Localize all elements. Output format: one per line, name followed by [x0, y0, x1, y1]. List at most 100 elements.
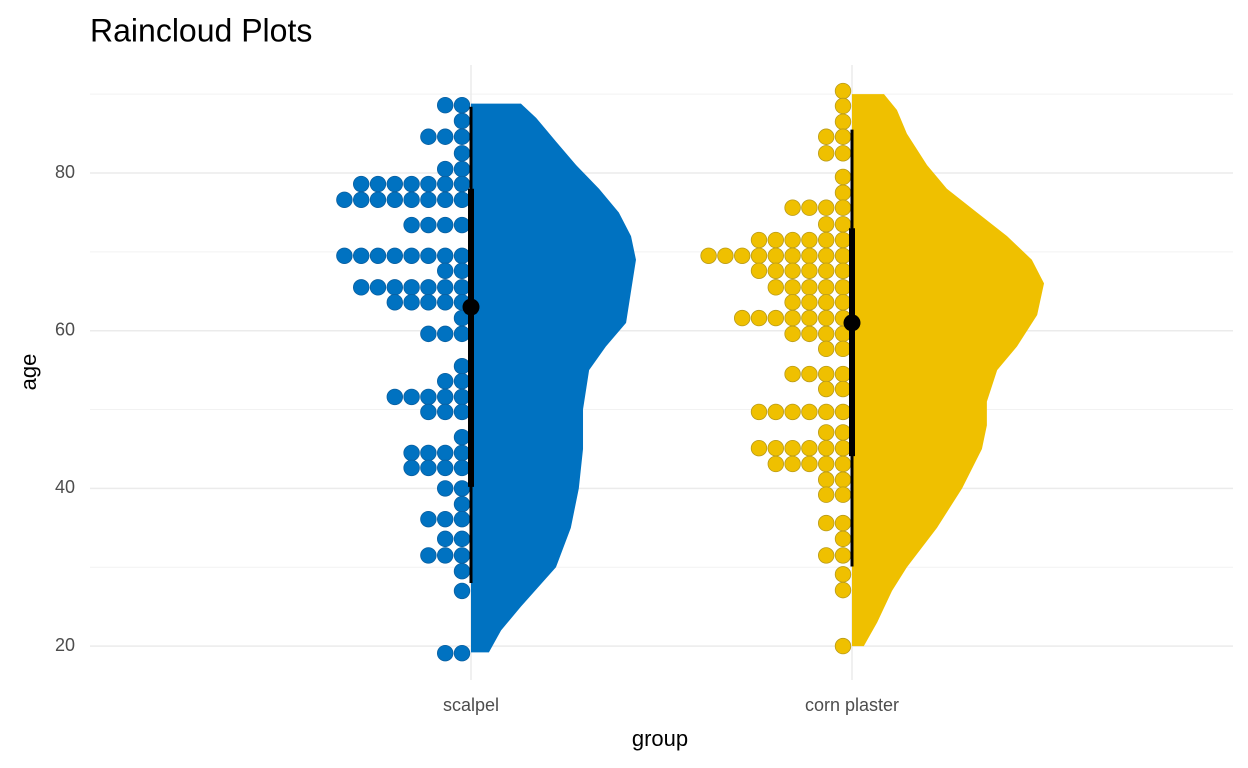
dot — [437, 97, 454, 114]
dot — [403, 388, 420, 406]
dot — [784, 455, 801, 473]
dot — [437, 388, 454, 406]
dot — [420, 325, 437, 343]
dot — [784, 247, 801, 265]
dot — [834, 439, 852, 457]
dot — [834, 247, 852, 265]
x-axis-label: group — [632, 726, 688, 751]
dot — [818, 128, 835, 145]
dot — [818, 340, 835, 358]
dot — [834, 486, 852, 503]
dot — [834, 637, 852, 655]
dot — [437, 216, 454, 234]
median-point — [843, 314, 861, 332]
dot — [818, 231, 835, 249]
dot — [437, 644, 454, 662]
dot — [767, 231, 785, 249]
dot — [750, 309, 768, 327]
dot — [386, 294, 404, 311]
dot — [420, 294, 437, 311]
dot — [834, 231, 852, 249]
dot — [403, 175, 420, 193]
dot — [453, 160, 471, 178]
dot — [834, 168, 852, 186]
dot — [403, 247, 420, 265]
dot — [801, 325, 818, 343]
dot — [453, 145, 471, 162]
dot — [369, 247, 387, 265]
dot — [834, 566, 852, 583]
dot — [437, 325, 454, 343]
dot — [801, 294, 818, 311]
dot — [453, 582, 471, 600]
dot — [801, 309, 818, 327]
dot — [353, 175, 370, 193]
dot — [834, 145, 852, 162]
dot — [784, 309, 801, 327]
dot — [834, 530, 852, 548]
dot — [403, 191, 420, 209]
y-tick-label: 80 — [55, 162, 75, 182]
dot — [453, 247, 471, 265]
dot — [784, 365, 801, 383]
dot — [767, 455, 785, 473]
dot — [834, 82, 852, 100]
chart-title: Raincloud Plots — [90, 12, 312, 48]
dot — [801, 455, 818, 473]
dot — [801, 247, 818, 265]
dot — [420, 279, 437, 296]
dot — [437, 459, 454, 477]
dot — [750, 231, 768, 249]
dot — [818, 365, 835, 383]
density-half-violin — [852, 94, 1045, 647]
dot — [437, 510, 454, 528]
dot — [386, 247, 404, 265]
dot — [369, 279, 387, 296]
dot — [801, 262, 818, 279]
dot — [437, 480, 454, 497]
dot — [784, 325, 801, 343]
dot — [834, 455, 852, 473]
dot — [336, 247, 353, 265]
dot — [453, 357, 471, 375]
dot — [420, 459, 437, 477]
dot — [801, 279, 818, 296]
dot — [353, 279, 370, 296]
dot — [834, 97, 852, 115]
dot — [834, 340, 852, 358]
dot — [437, 372, 454, 390]
dot — [453, 510, 471, 528]
dot — [818, 199, 835, 216]
dot — [453, 428, 471, 446]
dot — [767, 439, 785, 457]
dot — [834, 547, 852, 564]
dot — [453, 480, 471, 497]
dot — [818, 455, 835, 473]
dot — [386, 175, 404, 193]
dot — [734, 309, 751, 327]
dot — [403, 294, 420, 311]
dot — [784, 294, 801, 311]
dot — [818, 247, 835, 265]
y-axis-label: age — [16, 354, 41, 391]
dot — [420, 388, 437, 406]
dot — [369, 175, 387, 193]
dot — [420, 191, 437, 209]
dot — [403, 459, 420, 477]
dot — [420, 216, 437, 234]
dot — [420, 510, 437, 528]
dot — [453, 112, 471, 130]
dot — [403, 279, 420, 296]
density-half-violin — [471, 103, 636, 653]
dot — [453, 175, 471, 193]
dot — [750, 262, 768, 279]
dot — [437, 444, 454, 462]
dot — [818, 547, 835, 564]
dot — [834, 128, 852, 145]
dot — [784, 231, 801, 249]
dot — [453, 262, 471, 279]
dot — [818, 262, 835, 279]
dot — [801, 231, 818, 249]
dot — [420, 128, 437, 145]
y-tick-label: 60 — [55, 319, 75, 339]
